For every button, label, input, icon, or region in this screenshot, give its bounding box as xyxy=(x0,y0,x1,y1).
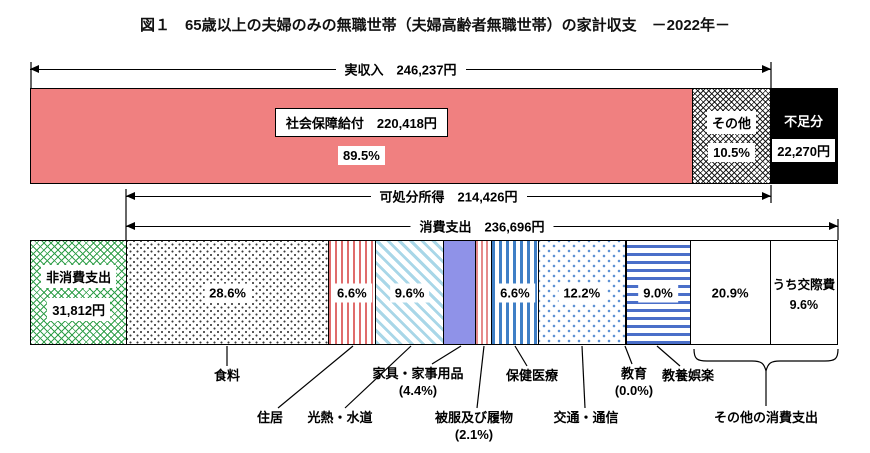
percent-label-transport: 12.2% xyxy=(558,283,606,302)
segment-other-income: その他 10.5% xyxy=(691,89,771,183)
other-income-label: その他 xyxy=(707,110,757,134)
segment-social-security: 社会保障給付 220,418円 89.5% xyxy=(31,89,692,183)
shortfall-value: 22,270円 xyxy=(772,138,835,162)
consumption-arrow-label: 消費支出 236,696円 xyxy=(410,216,554,236)
callout-furniture: 家具・家事用品 (4.4%) xyxy=(372,366,464,398)
segment-recreation: 9.0% xyxy=(625,241,690,344)
segment-medical: 6.6% xyxy=(490,241,539,344)
disposable-arrow-label: 可処分所得 214,426円 xyxy=(370,186,527,206)
callout-transport: 交通・通信 xyxy=(553,410,619,425)
segment-clothing xyxy=(475,241,491,344)
segment-non-consumption: 非消費支出 31,812円 xyxy=(31,241,128,344)
callout-medical: 保健医療 xyxy=(505,368,559,383)
callout-utilities: 光熱・水道 xyxy=(307,410,373,425)
segment-furniture xyxy=(443,241,476,344)
consumption-segments: 28.6% 6.6% 9.6% 6.6% 12.2% 9.0% 20.9% うち交際費 9.6% xyxy=(127,241,837,344)
social-security-label: 社会保障給付 220,418円 xyxy=(274,107,448,137)
leader-transport xyxy=(581,345,586,409)
percent-label-other-consumption: 20.9% xyxy=(706,283,754,302)
callout-housing: 住居 xyxy=(256,410,284,425)
callout-education: 教育 (0.0%) xyxy=(614,366,654,398)
non-consumption-label: 非消費支出 xyxy=(41,264,117,288)
segment-transport: 12.2% xyxy=(538,241,625,344)
callout-clothing: 被服及び履物 (2.1%) xyxy=(434,410,514,442)
segment-housing: 6.6% xyxy=(327,241,375,344)
segment-other-consumption: 20.9% うち交際費 9.6% xyxy=(689,241,837,344)
percent-label-medical: 6.6% xyxy=(495,283,535,302)
consumption-span-arrow: 消費支出 236,696円 xyxy=(126,216,838,236)
figure-title: 図１ 65歳以上の夫婦のみの無職世帯（夫婦高齢者無職世帯）の家計収支 －2022… xyxy=(139,17,731,34)
segment-utilities: 9.6% xyxy=(374,241,444,344)
leader-clothing xyxy=(476,345,485,409)
brace-other-consumption xyxy=(693,348,839,372)
callout-recreation: 教養娯楽 xyxy=(661,368,715,383)
expenditure-bar: 非消費支出 31,812円 28.6% 6.6% 9.6% 6.6% 12.2% 9.0%… xyxy=(30,240,838,345)
percent-label-food: 28.6% xyxy=(204,283,251,302)
percent-label-housing: 6.6% xyxy=(332,283,372,302)
income-arrow-label: 実収入 246,237円 xyxy=(335,59,466,79)
leader-recreation xyxy=(656,345,681,367)
segment-shortfall: 不足分 22,270円 xyxy=(770,89,837,183)
callout-other-consumption: その他の消費支出 xyxy=(713,410,819,425)
income-bar: 社会保障給付 220,418円 89.5% その他 10.5% 不足分 22,2… xyxy=(30,88,838,184)
leader-housing xyxy=(277,345,354,409)
percent-label-recreation: 9.0% xyxy=(638,283,678,302)
other-income-percent: 10.5% xyxy=(708,142,755,162)
leader-furniture xyxy=(431,345,462,365)
percent-label-utilities: 9.6% xyxy=(389,283,430,302)
callout-food: 食料 xyxy=(213,368,241,383)
leader-education xyxy=(624,345,633,365)
non-consumption-value: 31,812円 xyxy=(47,297,111,321)
segment-education xyxy=(624,241,626,344)
sub-segment-social-expenses: うち交際費 9.6% xyxy=(769,241,837,344)
segment-food: 28.6% xyxy=(127,241,328,344)
income-span-arrow: 実収入 246,237円 xyxy=(30,59,771,79)
social-security-percent: 89.5% xyxy=(337,145,385,165)
leader-medical xyxy=(514,345,528,367)
shortfall-label: 不足分 xyxy=(784,113,824,129)
disposable-income-span-arrow: 可処分所得 214,426円 xyxy=(126,186,771,206)
